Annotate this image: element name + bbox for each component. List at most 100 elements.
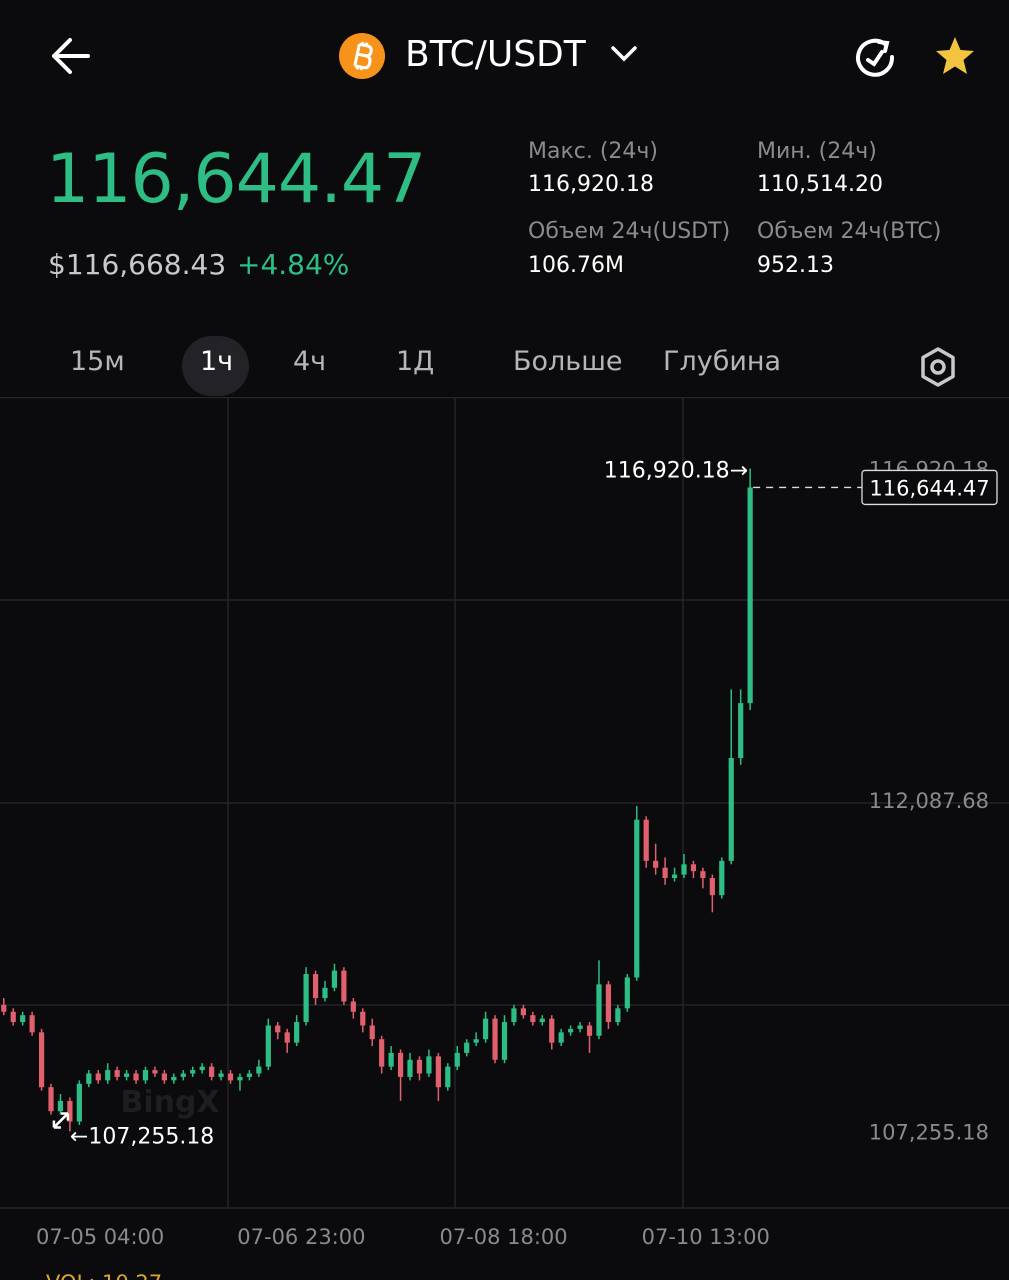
candle-body — [473, 1039, 479, 1043]
last-price-tag — [861, 469, 998, 506]
candle-body — [256, 1066, 262, 1074]
low-label: ←107,255.18 — [70, 1124, 214, 1149]
candle-body — [738, 703, 744, 758]
candle-body — [634, 819, 640, 978]
candle-body — [142, 1070, 149, 1081]
candle-body — [123, 1073, 130, 1077]
refresh-button[interactable] — [852, 34, 898, 80]
candle-body — [227, 1073, 234, 1081]
candle-body — [76, 1083, 82, 1122]
candle-body — [29, 1015, 35, 1033]
candle-body — [407, 1059, 413, 1077]
candle-body — [114, 1070, 120, 1077]
candle-body — [624, 977, 630, 1009]
candle-body — [539, 1018, 545, 1023]
candle-body — [265, 1025, 271, 1067]
stat-value: 106.76M — [528, 253, 624, 278]
candle-body — [275, 1025, 281, 1033]
candle-body — [426, 1056, 432, 1074]
expand-icon — [52, 1112, 70, 1129]
candle-body — [350, 1001, 356, 1012]
depth-tab[interactable]: Глубина — [663, 346, 782, 377]
candle-body — [322, 987, 328, 999]
stat-label: Объем 24ч(BTC) — [757, 219, 942, 244]
interval-tab[interactable]: 15м — [70, 346, 125, 377]
candle-body — [209, 1066, 215, 1077]
interval-tab[interactable]: 4ч — [293, 346, 327, 377]
candle-body — [341, 970, 347, 1002]
candle-body — [331, 970, 338, 988]
high-label: 116,920.18→ — [604, 459, 748, 484]
x-tick-label: 07-06 23:00 — [237, 1225, 365, 1249]
last-price-tag-text: 116,644.47 — [869, 476, 989, 500]
settings-button[interactable] — [918, 346, 958, 388]
candle-body — [747, 487, 753, 704]
candle-body — [520, 1008, 526, 1016]
candle-body — [246, 1073, 253, 1077]
active-tab-bg — [182, 336, 249, 396]
x-tick-label: 07-08 18:00 — [439, 1225, 567, 1249]
x-tick-label: 07-10 13:00 — [642, 1225, 770, 1249]
candle-body — [530, 1015, 536, 1023]
candle-body — [48, 1087, 54, 1112]
y-tick-label: 107,255.18 — [869, 1120, 989, 1144]
candle-body — [67, 1100, 73, 1122]
candle-body — [388, 1052, 394, 1067]
candle-body — [171, 1076, 177, 1081]
candle-body — [105, 1070, 111, 1081]
candle-body — [38, 1032, 45, 1088]
candle-body — [483, 1018, 489, 1040]
candle-body — [492, 1018, 498, 1060]
candle-body — [379, 1039, 385, 1067]
candle-body — [558, 1032, 564, 1043]
candle-body — [586, 1025, 593, 1036]
candle-body — [615, 1008, 621, 1023]
candlestick-chart: BingX 116,920.18112,087.68107,255.1807-0… — [0, 397, 1009, 1280]
candle-body — [454, 1052, 460, 1067]
grid — [0, 397, 1009, 1209]
candle-body — [577, 1025, 583, 1029]
candle-body — [690, 864, 697, 872]
candle-body — [237, 1076, 243, 1081]
candle-body — [568, 1028, 574, 1033]
favorite-button[interactable] — [933, 34, 977, 78]
candle-body — [284, 1032, 290, 1043]
candle-body — [218, 1073, 224, 1077]
volume-label: VOL: 10.27 — [46, 1271, 162, 1280]
more-tab[interactable]: Больше — [513, 346, 623, 377]
watermark: BingX — [120, 1085, 219, 1120]
candle-body — [10, 1011, 16, 1023]
pair-title[interactable]: BTC/USDT — [405, 34, 586, 75]
candle-body — [161, 1073, 167, 1081]
candle-body — [190, 1070, 196, 1074]
candle-body — [416, 1059, 423, 1074]
candle-body — [464, 1042, 470, 1053]
interval-tab[interactable]: 1ч — [200, 346, 234, 377]
candle-body — [1, 1004, 7, 1012]
stat-value: 110,514.20 — [757, 172, 883, 197]
candle-body — [501, 1022, 508, 1060]
candle-body — [605, 984, 612, 1023]
interval-tab[interactable]: 1Д — [396, 346, 435, 377]
candle-body — [681, 864, 687, 875]
y-tick-label: 112,087.68 — [869, 789, 989, 813]
candle-body — [445, 1066, 451, 1088]
stat-label: Макс. (24ч) — [528, 139, 658, 164]
stat-label: Мин. (24ч) — [757, 139, 877, 164]
candle-body — [728, 757, 734, 861]
candle-body — [180, 1073, 186, 1077]
stat-value: 116,920.18 — [528, 172, 654, 197]
candle-body — [549, 1018, 555, 1043]
candle-body — [653, 860, 659, 868]
candle-body — [199, 1066, 205, 1071]
candle-body — [671, 874, 678, 879]
usd-price: $116,668.43 — [48, 248, 227, 281]
candle-body — [20, 1015, 26, 1023]
last-price: 116,644.47 — [46, 140, 426, 219]
candle-body — [435, 1056, 441, 1088]
pair-dropdown[interactable] — [610, 44, 638, 64]
back-button[interactable] — [50, 36, 92, 76]
candle-body — [511, 1008, 517, 1023]
candle-body — [303, 974, 309, 1023]
